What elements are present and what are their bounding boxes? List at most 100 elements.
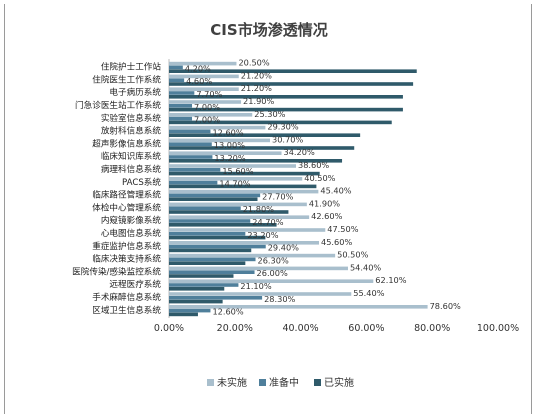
category-label: 心电图信息系统: [101, 227, 162, 239]
bar-not-implemented: [169, 279, 374, 283]
data-label-preparing: 24.70%: [252, 217, 283, 227]
data-label-preparing: 21.10%: [240, 281, 271, 291]
data-label-preparing: 28.30%: [264, 294, 295, 304]
bar-preparing: [169, 78, 185, 82]
data-label-preparing: 29.40%: [268, 243, 299, 253]
bar-preparing: [169, 257, 256, 262]
bar-implemented: [169, 107, 403, 112]
data-label-not-implemented: 50.50%: [337, 250, 368, 260]
data-label-not-implemented: 41.90%: [309, 198, 340, 208]
bar-preparing: [169, 206, 241, 210]
bar-not-implemented: [169, 253, 336, 258]
bar-preparing: [169, 296, 263, 300]
bar-implemented: [169, 299, 223, 304]
bar-preparing: [169, 283, 239, 287]
data-label-preparing: 12.60%: [212, 307, 243, 317]
bar-preparing: [169, 270, 255, 274]
bar-implemented: [169, 248, 252, 253]
data-label-not-implemented: 55.40%: [353, 288, 384, 298]
x-tick-label: 100.00%: [477, 323, 519, 334]
data-label-preparing: 26.00%: [257, 268, 288, 278]
bar-implemented: [169, 223, 277, 227]
legend-label: 准备中: [269, 376, 299, 389]
legend-label: 未实施: [217, 376, 247, 389]
category-label: 超声影像信息系统: [92, 137, 161, 149]
bar-not-implemented: [169, 151, 282, 155]
bar-not-implemented: [169, 100, 242, 104]
data-label-not-implemented: 45.60%: [321, 237, 352, 247]
data-label-not-implemented: 40.50%: [304, 173, 335, 183]
bar-implemented: [169, 120, 392, 125]
bar-preparing: [169, 244, 266, 249]
data-label-preparing: 13.20%: [214, 153, 245, 163]
bar-preparing: [169, 308, 211, 313]
bar-not-implemented: [169, 266, 348, 271]
category-label: 门急诊医生站工作系统: [75, 99, 161, 111]
category-label: 区域卫生信息系统: [92, 304, 161, 316]
bar-not-implemented: [169, 164, 296, 168]
data-label-not-implemented: 30.70%: [272, 134, 303, 144]
bar-implemented: [169, 159, 343, 163]
data-label-not-implemented: 54.40%: [350, 262, 381, 272]
bar-preparing: [169, 168, 221, 172]
legend-swatch: [207, 379, 214, 386]
bar-preparing: [169, 155, 213, 159]
x-tick-label: 40.00%: [282, 323, 318, 334]
data-label-not-implemented: 42.60%: [311, 211, 342, 221]
legend-swatch: [259, 379, 266, 386]
data-label-not-implemented: 45.40%: [320, 186, 351, 196]
data-label-not-implemented: 34.20%: [284, 147, 315, 157]
bar-implemented: [169, 171, 320, 176]
bar-implemented: [169, 82, 414, 86]
data-label-not-implemented: 38.60%: [298, 160, 329, 170]
bar-implemented: [169, 69, 417, 73]
bar-not-implemented: [169, 305, 428, 309]
bar-preparing: [169, 232, 246, 236]
x-tick-label: 80.00%: [414, 323, 450, 334]
bar-not-implemented: [169, 228, 326, 232]
data-label-preparing: 7.70%: [196, 89, 222, 99]
bar-not-implemented: [169, 87, 239, 91]
x-tick-label: 20.00%: [217, 323, 253, 334]
category-label: 住院护士工作站: [101, 61, 162, 73]
bar-not-implemented: [169, 292, 352, 296]
category-label: 临床知识库系统: [101, 150, 162, 162]
data-label-preparing: 15.60%: [222, 166, 253, 176]
bar-implemented: [169, 133, 361, 137]
data-label-not-implemented: 78.60%: [430, 301, 461, 311]
bar-implemented: [169, 95, 403, 99]
bar-preparing: [169, 91, 195, 95]
bar-implemented: [169, 235, 266, 240]
data-label-not-implemented: 29.30%: [267, 122, 298, 132]
data-label-preparing: 14.70%: [219, 179, 250, 189]
legend-swatch: [314, 379, 321, 386]
bar-not-implemented: [169, 125, 266, 130]
category-label: 临床决策支持系统: [92, 253, 161, 265]
category-label: PACS系统: [122, 176, 161, 188]
x-tick-label: 60.00%: [348, 323, 384, 334]
bar-preparing: [169, 193, 261, 198]
bar-not-implemented: [169, 189, 319, 194]
bar-implemented: [169, 210, 289, 214]
data-label-preparing: 7.00%: [194, 115, 220, 125]
category-label: 住院医生工作系统: [92, 73, 161, 85]
data-label-preparing: 4.20%: [185, 63, 211, 73]
bar-not-implemented: [169, 202, 307, 207]
category-label: 重症监护信息系统: [92, 240, 161, 252]
chart-title: CIS市场渗透情况: [210, 21, 327, 39]
bar-preparing: [169, 65, 183, 70]
bar-preparing: [169, 129, 211, 134]
bar-implemented: [169, 312, 198, 317]
bar-not-implemented: [169, 177, 303, 181]
chart-frame: [4, 4, 532, 414]
bar-implemented: [169, 146, 355, 150]
category-label: 医院传染/感染监控系统: [72, 265, 161, 277]
data-label-preparing: 12.60%: [212, 127, 243, 137]
bar-not-implemented: [169, 215, 310, 219]
bar-implemented: [169, 184, 317, 189]
bar-implemented: [169, 287, 225, 291]
category-label: 放射科信息系统: [101, 125, 162, 137]
bar-preparing: [169, 116, 193, 121]
category-label: 实验室信息系统: [101, 112, 162, 124]
